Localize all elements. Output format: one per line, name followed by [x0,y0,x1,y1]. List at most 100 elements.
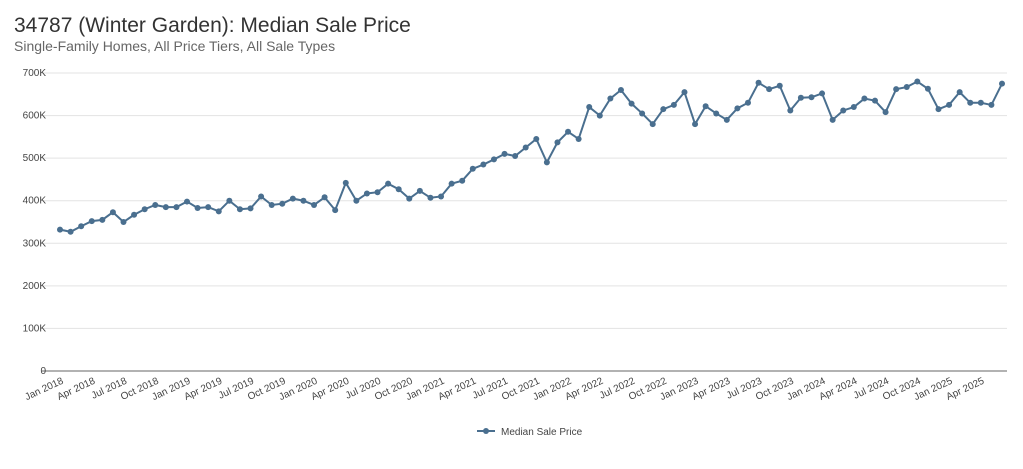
data-point [512,153,519,160]
data-point [924,85,931,92]
data-point [522,144,529,151]
data-point [247,205,254,212]
data-point [723,116,730,123]
data-point [258,193,265,200]
data-point [681,89,688,96]
data-point [946,101,953,108]
data-point [776,82,783,89]
data-point [162,204,169,211]
data-point [797,94,804,101]
data-point [670,101,677,108]
data-point [967,99,974,106]
data-point [99,216,106,223]
data-point [586,104,593,111]
data-point [120,219,127,225]
legend-marker-icon [483,428,489,434]
data-point [596,112,603,119]
data-point [469,165,476,172]
series-line [59,80,1003,233]
data-point [787,107,794,114]
data-point [395,186,402,193]
data-point [702,103,709,110]
y-tick-label: 400K [23,196,47,207]
data-point [321,194,328,201]
data-point [639,110,646,117]
data-point [57,226,63,233]
data-point [438,193,445,200]
data-point [850,104,857,111]
data-point [819,90,826,97]
data-point [660,106,667,113]
data-point [236,206,243,213]
data-point [184,198,191,205]
data-point [480,161,487,168]
data-point [67,228,74,235]
data-point [755,79,762,86]
legend-label: Median Sale Price [501,427,583,438]
data-point [226,197,233,204]
data-point [861,95,868,102]
data-point [374,189,381,196]
data-point [977,99,984,106]
data-point [353,197,360,204]
data-point [300,197,307,204]
data-point [628,100,635,107]
data-point [215,208,222,215]
data-point [501,150,508,157]
data-point [152,201,159,208]
y-tick-label: 500K [23,153,47,164]
chart-subtitle: Single-Family Homes, All Price Tiers, Al… [14,38,336,54]
data-point [543,159,550,166]
y-tick-label: 100K [23,323,47,334]
data-point [332,207,339,214]
data-point [956,89,963,96]
data-point [448,180,455,187]
data-point [649,121,656,128]
data-point [554,139,561,146]
data-point [999,80,1005,87]
data-point [871,97,878,104]
data-point [268,201,275,208]
data-point [914,78,921,85]
y-tick-label: 600K [23,111,47,122]
data-point [744,99,751,106]
data-point [406,195,413,202]
data-point [363,190,370,197]
data-point [607,95,614,102]
data-point [311,201,318,208]
data-point [416,187,423,194]
data-point [141,206,148,213]
data-point [194,204,201,211]
data-point [173,204,180,211]
data-point [385,180,392,187]
data-point [893,86,900,93]
data-point [459,177,466,184]
data-point [935,106,942,113]
y-tick-label: 0 [40,366,46,377]
data-point [575,135,582,142]
data-point [565,128,572,135]
data-point [882,109,889,116]
data-point [988,101,995,108]
data-point [829,116,836,123]
y-tick-label: 200K [23,281,47,292]
data-point [109,209,116,216]
data-point [88,218,95,225]
data-point [617,87,624,94]
data-point [490,156,497,163]
data-point [78,223,85,230]
data-point [766,86,773,93]
data-point [427,194,434,201]
data-point [734,105,741,112]
data-point [289,195,296,202]
data-point [131,211,138,218]
data-point [205,204,212,211]
data-point [840,107,847,114]
chart-title: 34787 (Winter Garden): Median Sale Price [14,14,411,37]
y-tick-label: 300K [23,238,47,249]
data-point [342,179,349,186]
data-point [533,135,540,142]
y-tick-label: 700K [23,68,47,79]
data-point [713,110,720,117]
data-point [279,200,286,207]
